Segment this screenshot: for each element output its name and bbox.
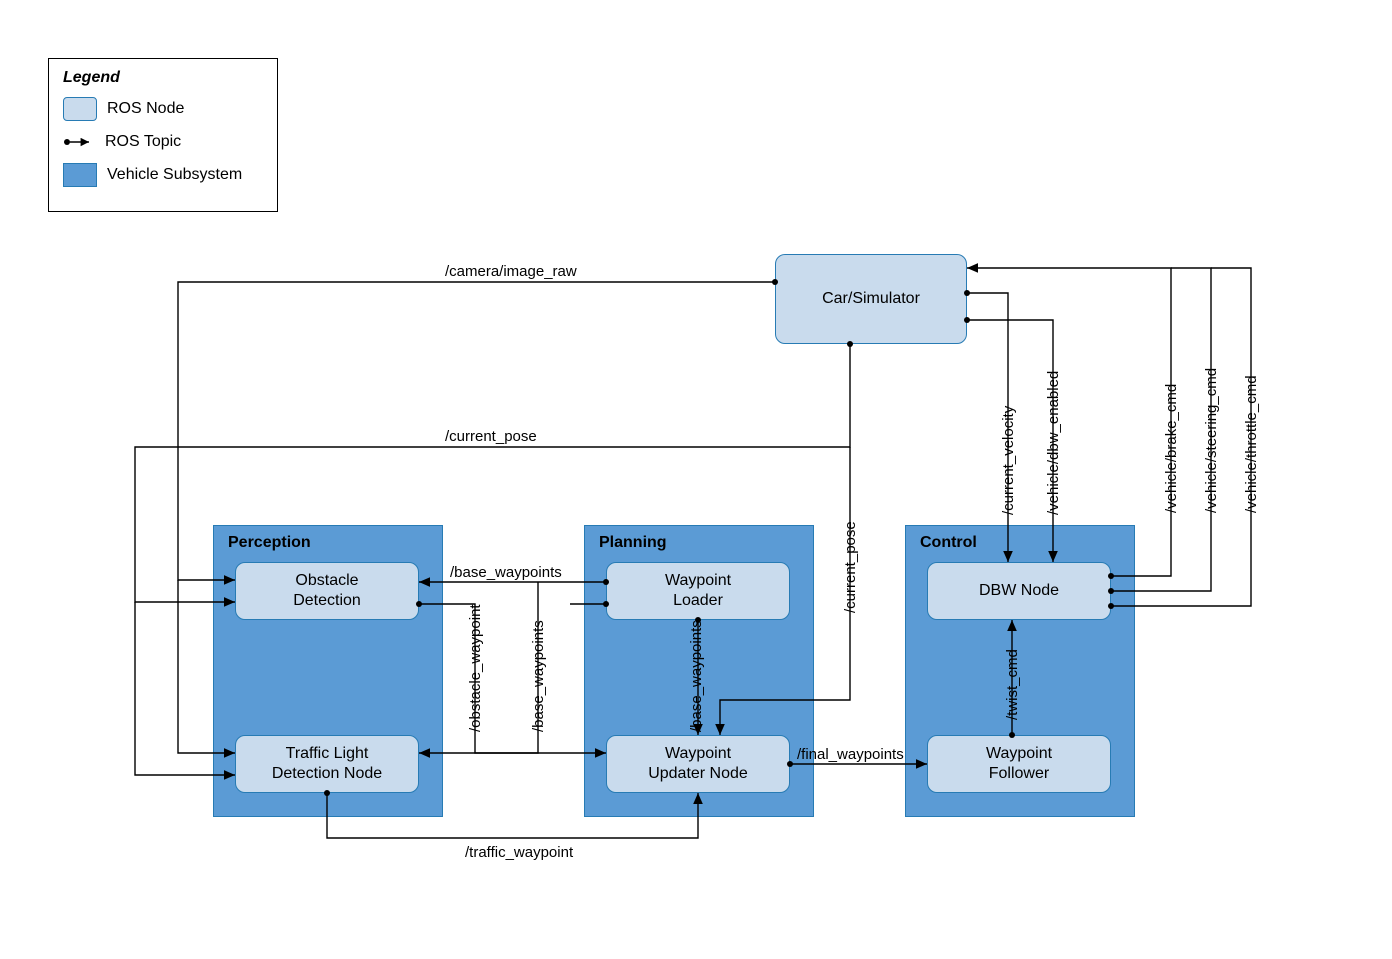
label-dbw-enabled: /vehicle/dbw_enabled	[1045, 371, 1062, 515]
node-waypoint-follower-label: Waypoint Follower	[986, 744, 1052, 784]
label-twist-cmd: /twist_cmd	[1004, 649, 1021, 720]
legend-label-ros-node: ROS Node	[107, 100, 184, 118]
subsystem-control-title: Control	[920, 534, 977, 552]
subsystem-perception-title: Perception	[228, 534, 311, 552]
node-dbw: DBW Node	[927, 562, 1111, 620]
label-current-pose: /current_pose	[445, 428, 537, 445]
label-final-waypoints: /final_waypoints	[797, 746, 904, 763]
node-car-simulator-label: Car/Simulator	[822, 289, 920, 309]
legend-arrow-icon	[63, 131, 95, 153]
label-brake-cmd: /vehicle/brake_cmd	[1163, 384, 1180, 513]
legend-title: Legend	[63, 69, 263, 87]
subsystem-planning-title: Planning	[599, 534, 667, 552]
node-waypoint-follower: Waypoint Follower	[927, 735, 1111, 793]
legend-row-subsystem: Vehicle Subsystem	[63, 163, 263, 187]
legend-swatch-ros-node	[63, 97, 97, 121]
node-waypoint-loader-label: Waypoint Loader	[665, 571, 731, 611]
label-camera-image-raw: /camera/image_raw	[445, 263, 577, 280]
label-base-waypoints-v2: /base_waypoints	[688, 620, 705, 732]
node-waypoint-loader: Waypoint Loader	[606, 562, 790, 620]
node-waypoint-updater: Waypoint Updater Node	[606, 735, 790, 793]
legend-row-ros-topic: ROS Topic	[63, 131, 263, 153]
label-base-waypoints-h: /base_waypoints	[450, 564, 562, 581]
label-obstacle-waypoint: /obstacle_waypoint	[467, 604, 484, 732]
label-throttle-cmd: /vehicle/throttle_cmd	[1243, 375, 1260, 513]
label-traffic-waypoint: /traffic_waypoint	[465, 844, 573, 861]
node-obstacle-detection-label: Obstacle Detection	[293, 571, 361, 611]
legend-swatch-subsystem	[63, 163, 97, 187]
node-traffic-light-detection: Traffic Light Detection Node	[235, 735, 419, 793]
legend-row-ros-node: ROS Node	[63, 97, 263, 121]
node-waypoint-updater-label: Waypoint Updater Node	[648, 744, 748, 784]
node-car-simulator: Car/Simulator	[775, 254, 967, 344]
legend-label-ros-topic: ROS Topic	[105, 133, 181, 151]
label-current-pose-v: /current_pose	[842, 521, 859, 613]
legend-box: Legend ROS Node ROS Topic Vehicle Subsys…	[48, 58, 278, 212]
node-dbw-label: DBW Node	[979, 581, 1059, 601]
label-base-waypoints-v1: /base_waypoints	[530, 620, 547, 732]
node-traffic-light-detection-label: Traffic Light Detection Node	[272, 744, 382, 784]
label-current-velocity: /current_velocity	[1000, 406, 1017, 515]
label-steering-cmd: /vehicle/steering_cmd	[1203, 368, 1220, 513]
legend-label-subsystem: Vehicle Subsystem	[107, 166, 242, 184]
node-obstacle-detection: Obstacle Detection	[235, 562, 419, 620]
